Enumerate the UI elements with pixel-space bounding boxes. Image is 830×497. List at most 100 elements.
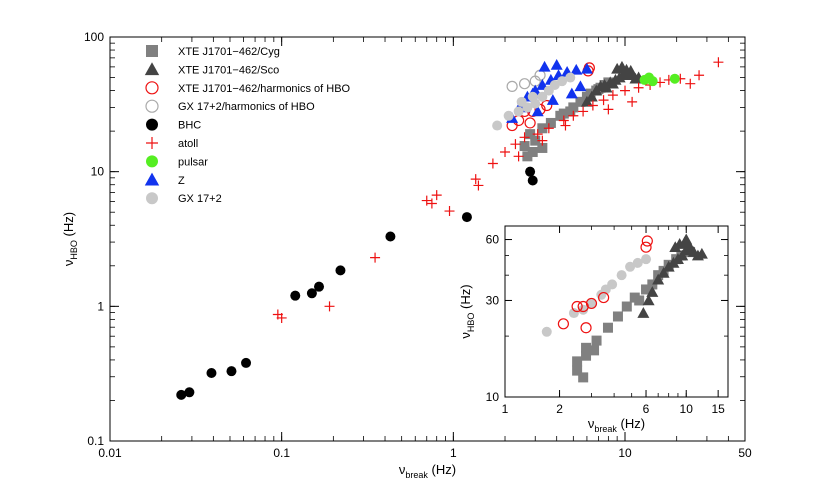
data-point-xte-j1701-462-cyg (575, 96, 586, 107)
data-point-atoll (444, 206, 455, 217)
data-point-atoll (513, 151, 524, 162)
data-point-atoll (510, 139, 521, 150)
inset-data-point-gx-17-2 (632, 257, 643, 268)
inset-data-point-xte-j1701-462-cyg (589, 345, 600, 356)
data-point-pulsar (669, 73, 680, 84)
data-point-atoll (607, 90, 618, 101)
data-point-bhc (525, 166, 536, 177)
inset-series-xte-j1701-462-sco (637, 233, 708, 318)
legend-marker-atoll (146, 137, 158, 149)
inset-data-point-xte-j1701-462-sco (680, 233, 693, 245)
data-point-z (570, 63, 583, 75)
inset-data-point-xte-j1701-462-cyg (602, 322, 613, 333)
inset-y-tick-label: 10 (486, 390, 500, 404)
inset-x-tick-label: 15 (711, 402, 725, 416)
data-point-z (574, 80, 587, 92)
legend-item-xte-j1701-462-cyg: XTE J1701−462/Cyg (146, 45, 280, 58)
legend: XTE J1701−462/Cyg XTE J1701−462/Sco XTE J1… (144, 45, 351, 205)
data-point-atoll (627, 96, 638, 107)
inset-plot-frame (504, 225, 729, 398)
data-point-xte-j1701-462-cyg (545, 117, 556, 128)
legend-item-bhc: BHC (146, 118, 201, 132)
x-tick-label: 0.1 (273, 446, 290, 460)
series-gx-17-2 (492, 72, 576, 131)
legend-label: Z (178, 175, 185, 187)
plot-frame (109, 36, 746, 442)
inset-data-point-xte-j1701-462-harmonics-of-hbo (580, 322, 592, 334)
data-point-xte-j1701-462-cyg (525, 129, 536, 140)
y-axis-title: νHBO (Hz) (61, 212, 79, 266)
legend-item-xte-j1701-462-harmonics-of-hbo: XTE J1701−462/harmonics of HBO (145, 81, 351, 95)
data-point-bhc (527, 175, 538, 186)
data-point-xte-j1701-462-cyg (530, 135, 541, 146)
data-point-bhc (176, 389, 187, 400)
data-point-bhc (314, 281, 325, 292)
x-axis-title: νbreak (Hz) (399, 462, 456, 480)
inset-data-point-gx-17-2 (616, 270, 627, 281)
data-point-atoll (500, 146, 511, 157)
data-point-atoll (324, 301, 335, 312)
inset-data-point-xte-j1701-462-cyg (591, 335, 602, 346)
series-atoll (272, 57, 724, 323)
inset-x-tick-label: 10 (680, 402, 694, 416)
legend-marker-xte-j1701-462-cyg (146, 45, 158, 57)
inset-plot: 1 2 6 10 15 10 30 60 νbreak (Hz) νHBO (Hz) (458, 225, 729, 434)
data-point-bhc (461, 212, 472, 223)
legend-marker-gx-17-2-harmonics-of-hbo (145, 99, 159, 113)
data-point-atoll (473, 180, 484, 191)
inset-data-point-xte-j1701-462-cyg (572, 365, 583, 376)
data-point-gx-17-2 (503, 110, 514, 121)
y-tick-label: 0.1 (87, 434, 104, 448)
series-pulsar (639, 72, 680, 87)
data-point-bhc (241, 357, 252, 368)
data-point-xte-j1701-462-harmonics-of-hbo (541, 99, 553, 112)
x-tick-label: 50 (738, 446, 752, 460)
inset-data-point-gx-17-2 (641, 254, 652, 265)
legend-item-atoll: atoll (146, 137, 198, 150)
legend-label: pulsar (178, 156, 208, 168)
data-point-atoll (431, 190, 442, 201)
inset-data-point-xte-j1701-462-cyg (578, 372, 589, 383)
inset-data-point-gx-17-2 (568, 308, 579, 319)
data-point-atoll (603, 104, 614, 115)
x-tick-label: 10 (618, 446, 632, 460)
data-point-atoll (519, 132, 530, 143)
inset-data-point-gx-17-2 (541, 326, 552, 337)
data-point-atoll (537, 135, 548, 146)
legend-label: XTE J1701−462/Sco (178, 64, 279, 76)
data-point-bhc (290, 290, 301, 301)
legend-marker-xte-j1701-462-harmonics-of-hbo (145, 81, 159, 95)
series-xte-j1701-462-sco (580, 60, 645, 107)
inset-data-point-xte-j1701-462-sco (682, 239, 695, 251)
inset-x-axis-title: νbreak (Hz) (588, 416, 645, 434)
data-point-gx-17-2 (557, 76, 568, 87)
y-tick-label: 100 (84, 30, 104, 44)
data-point-atoll (587, 100, 598, 111)
inset-data-point-xte-j1701-462-sco (652, 273, 665, 285)
data-point-atoll (532, 129, 543, 140)
inset-y-axis-title: νHBO (Hz) (458, 284, 476, 338)
inset-data-point-xte-j1701-462-harmonics-of-hbo (557, 318, 569, 330)
inset-data-point-xte-j1701-462-sco (642, 294, 655, 306)
data-point-xte-j1701-462-cyg (519, 141, 530, 152)
y-tick-label: 10 (91, 165, 105, 179)
data-point-z (531, 105, 544, 117)
data-point-gx-17-2 (513, 106, 524, 117)
data-point-gx-17-2 (516, 96, 527, 107)
data-point-z (550, 58, 563, 70)
x-tick-label: 0.01 (98, 446, 122, 460)
data-point-xte-j1701-462-sco (620, 63, 633, 75)
inset-data-point-xte-j1701-462-sco (657, 267, 670, 278)
data-point-gx-17-2-harmonics-of-hbo (518, 78, 531, 90)
data-point-z (580, 62, 593, 74)
inset-data-point-xte-j1701-462-sco (695, 247, 708, 259)
data-point-atoll (560, 120, 571, 131)
legend-item-pulsar: pulsar (146, 155, 208, 168)
inset-data-point-xte-j1701-462-sco (637, 307, 650, 318)
data-point-xte-j1701-462-cyg (558, 108, 569, 119)
data-point-atoll (543, 123, 554, 134)
data-point-xte-j1701-462-sco (585, 90, 598, 102)
legend-marker-pulsar (146, 155, 158, 168)
data-point-xte-j1701-462-cyg (537, 142, 548, 153)
